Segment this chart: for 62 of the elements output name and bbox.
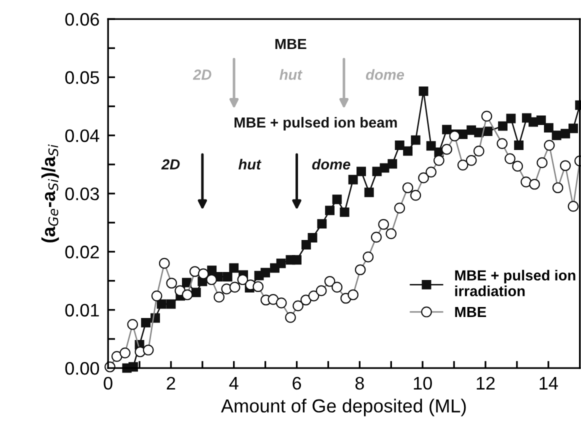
y-tick-label: 0.05 [65,71,99,84]
x-tick-label: 12 [476,376,495,390]
x-tick-label: 2 [166,376,176,390]
x-tick-label: 14 [540,377,558,390]
point [348,174,358,184]
point [156,299,166,309]
point [403,146,413,156]
legend-label: MBE [455,306,486,317]
point [426,141,436,151]
annotation: dome [366,69,404,80]
point [364,188,374,198]
y-tick-label: 0.00 [65,362,100,375]
point [536,116,546,125]
annotation: MBE [275,38,306,49]
point [514,140,524,150]
point [332,194,342,204]
point [482,126,492,136]
point [410,135,420,145]
point [308,233,318,242]
point [292,255,302,265]
y-tick-label: 0.02 [65,246,99,258]
point [340,207,350,217]
point [182,278,192,288]
x-axis-title: Amount of Ge deposited (ML) [221,398,466,416]
point [388,159,398,169]
point [498,121,508,131]
point [222,272,232,282]
x-tick-label: 10 [414,376,432,390]
point [141,318,151,328]
annotation: 2D [161,159,180,170]
point [260,268,270,278]
point [301,240,311,250]
annotation: dome [312,158,350,170]
y-axis-title: (a$_{Ge}$-a$_{Si}$)/a$_{Si}$ [41,144,59,242]
point [506,114,516,124]
point [442,124,452,134]
x-tick-label: 8 [355,376,364,390]
point [552,130,562,140]
point [560,128,570,138]
y-tick-label: 0.06 [65,12,99,26]
y-tick-label: 0.03 [65,187,99,200]
point [229,263,239,273]
point [325,206,335,216]
legend-label: MBE + pulsed ion irradiation [455,270,576,296]
point [544,123,554,133]
point [317,219,327,229]
annotation: 2D [192,70,212,80]
point [356,166,366,176]
annotation: hut [280,69,302,80]
point [276,258,286,268]
annotation: MBE + pulsed ion beam [234,116,397,131]
point [191,288,201,298]
x-tick-label: 6 [292,376,301,390]
y-tick-label: 0.01 [65,304,99,317]
x-tick-label: 0 [104,376,112,390]
point [418,86,428,96]
y-tick-label: 0.04 [65,129,100,142]
point [394,140,404,150]
x-tick-label: 4 [229,377,238,390]
annotation: hut [238,158,262,170]
point [568,124,578,134]
point [166,299,176,309]
